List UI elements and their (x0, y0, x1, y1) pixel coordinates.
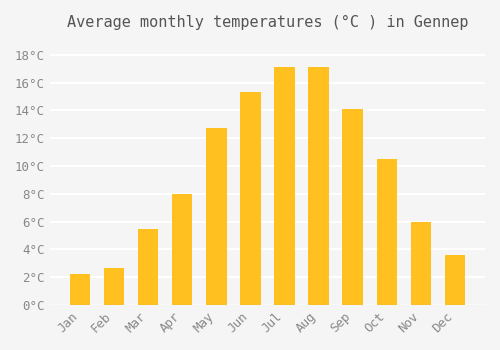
Bar (206, 234, 227, 305)
Bar (274, 67, 294, 305)
Bar (70, 293, 90, 305)
Bar (410, 222, 431, 305)
Bar (240, 220, 260, 305)
Bar (274, 210, 294, 305)
Bar (240, 92, 260, 305)
Title: Average monthly temperatures (°C ) in Gennep: Average monthly temperatures (°C ) in Ge… (66, 15, 468, 30)
Bar (410, 272, 431, 305)
Bar (70, 274, 90, 305)
Bar (104, 290, 124, 305)
Bar (138, 274, 158, 305)
Bar (308, 67, 329, 305)
Bar (206, 128, 227, 305)
Bar (376, 159, 397, 305)
Bar (376, 247, 397, 305)
Bar (104, 267, 124, 305)
Bar (172, 194, 193, 305)
Bar (138, 229, 158, 305)
Bar (172, 260, 193, 305)
Bar (342, 227, 363, 305)
Bar (342, 109, 363, 305)
Bar (445, 285, 465, 305)
Bar (445, 255, 465, 305)
Bar (308, 210, 329, 305)
